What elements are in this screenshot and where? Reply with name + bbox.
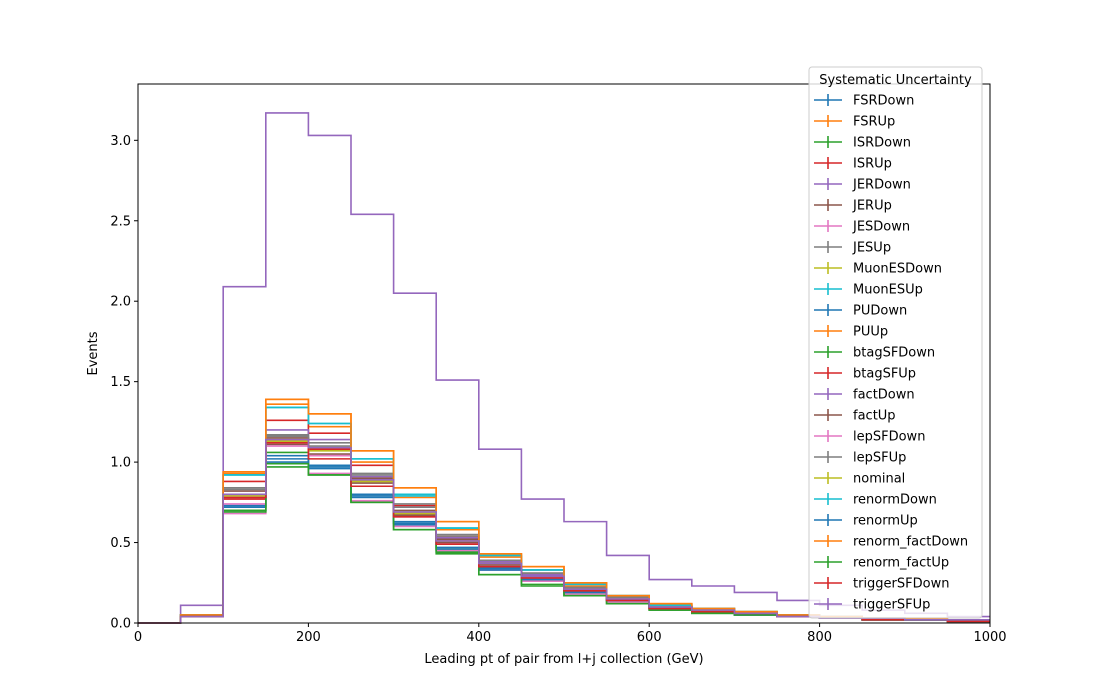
legend-item: MuonESUp — [814, 283, 923, 298]
legend-items: FSRDown FSRUp ISRDown ISRUp JERDown JERUp JESD… — [814, 94, 968, 613]
legend-label: renorm_factDown — [853, 535, 968, 550]
legend-label: JESUp — [852, 241, 891, 256]
legend-label: MuonESUp — [853, 283, 923, 298]
legend-item: FSRDown — [814, 94, 914, 109]
legend-label: FSRUp — [853, 115, 895, 130]
legend-item: nominal — [814, 472, 905, 487]
legend-item: btagSFDown — [814, 346, 935, 361]
x-tick-label: 800 — [807, 630, 832, 645]
x-axis-title: Leading pt of pair from l+j collection (… — [424, 652, 703, 667]
legend-item: lepSFUp — [814, 451, 906, 466]
legend-label: renorm_factUp — [853, 556, 949, 571]
legend-item: MuonESDown — [814, 262, 942, 277]
legend-item: JESDown — [814, 220, 910, 235]
x-tick-label: 0 — [134, 630, 142, 645]
x-axis: 0 200 400 600 800 1000 — [134, 623, 1007, 645]
legend-label: MuonESDown — [853, 262, 942, 277]
x-tick-label: 1000 — [973, 630, 1006, 645]
legend-box — [808, 66, 983, 619]
legend-label: renormDown — [853, 493, 937, 508]
y-axis-title: Events — [86, 331, 101, 375]
legend-label: JERUp — [852, 199, 892, 214]
legend-label: ISRUp — [853, 157, 892, 172]
x-tick-label: 200 — [296, 630, 321, 645]
y-tick-label: 0.5 — [110, 536, 131, 551]
legend-item: ISRUp — [814, 157, 892, 172]
legend-item: renorm_factDown — [814, 535, 968, 550]
legend-label: ISRDown — [853, 136, 911, 151]
legend-item: JERUp — [814, 199, 892, 214]
legend-label: FSRDown — [853, 94, 914, 109]
legend-item: btagSFUp — [814, 367, 916, 382]
legend-item: factDown — [814, 388, 915, 403]
legend-item: ISRDown — [814, 136, 911, 151]
y-tick-label: 3.0 — [110, 134, 131, 149]
y-axis: 0.0 0.5 1.0 1.5 2.0 2.5 3.0 — [110, 134, 138, 632]
legend-item: JERDown — [814, 178, 911, 193]
legend-label: JERDown — [852, 178, 911, 193]
legend-label: btagSFUp — [853, 367, 916, 382]
legend-item: PUDown — [814, 304, 907, 319]
legend-item: FSRUp — [814, 115, 895, 130]
legend-item: triggerSFUp — [814, 598, 930, 613]
y-tick-label: 1.5 — [110, 375, 131, 390]
legend-item: PUUp — [814, 325, 888, 340]
legend-label: renormUp — [853, 514, 918, 529]
x-tick-label: 600 — [637, 630, 662, 645]
legend-label: factDown — [853, 388, 915, 403]
legend-label: PUDown — [853, 304, 907, 319]
y-tick-label: 1.0 — [110, 456, 131, 471]
legend-item: JESUp — [814, 241, 891, 256]
legend-label: lepSFDown — [853, 430, 925, 445]
x-tick-label: 400 — [466, 630, 491, 645]
y-tick-label: 2.0 — [110, 295, 131, 310]
y-tick-label: 2.5 — [110, 214, 131, 229]
legend: Systematic Uncertainty FSRDown FSRUp ISRDo… — [808, 66, 983, 619]
legend-item: renormDown — [814, 493, 937, 508]
legend-label: triggerSFUp — [853, 598, 930, 613]
legend-label: factUp — [853, 409, 896, 424]
legend-label: nominal — [853, 472, 905, 487]
legend-label: JESDown — [852, 220, 910, 235]
y-tick-label: 0.0 — [110, 617, 131, 632]
legend-item: renorm_factUp — [814, 556, 949, 571]
legend-item: lepSFDown — [814, 430, 925, 445]
legend-label: lepSFUp — [853, 451, 906, 466]
legend-title: Systematic Uncertainty — [819, 73, 972, 88]
legend-item: triggerSFDown — [814, 577, 949, 592]
legend-label: PUUp — [853, 325, 888, 340]
plot-frame — [137, 83, 991, 624]
legend-label: btagSFDown — [853, 346, 935, 361]
legend-item: renormUp — [814, 514, 918, 529]
legend-item: factUp — [814, 409, 896, 424]
legend-label: triggerSFDown — [853, 577, 949, 592]
